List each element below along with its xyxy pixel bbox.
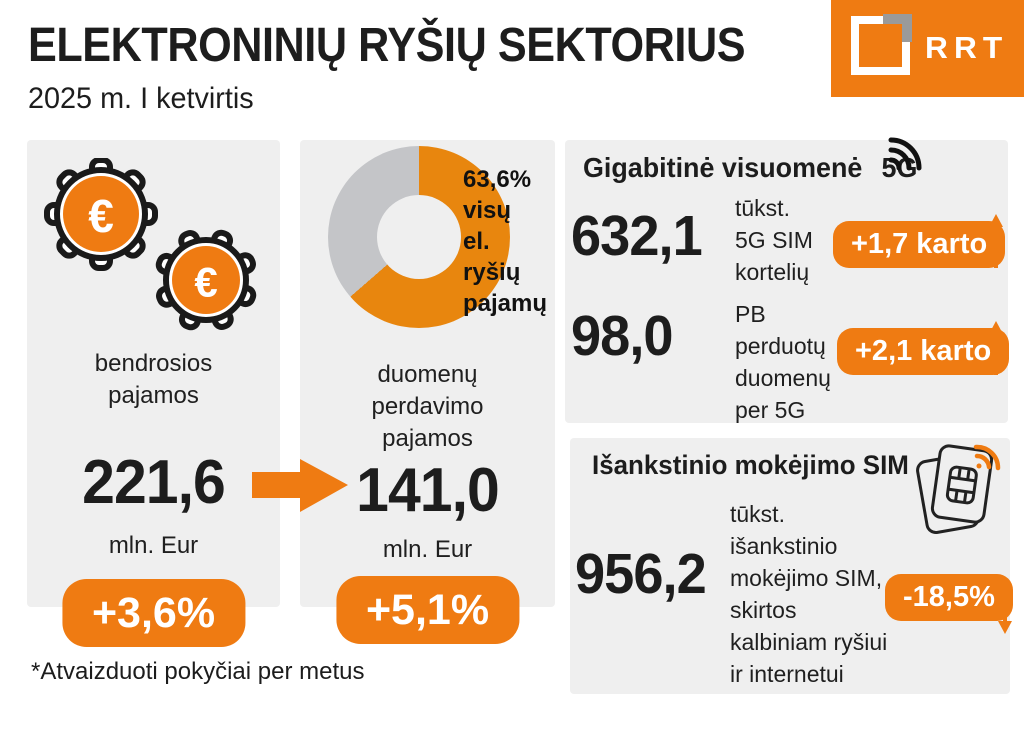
rrt-logo: RRT	[831, 0, 1024, 97]
sim-wifi-icon	[973, 444, 1001, 471]
donut-share-line: pajamų	[463, 290, 548, 317]
prepaid-sim-value: 956,2	[575, 542, 707, 606]
5g-data-value: 98,0	[571, 304, 674, 368]
donut-share-line: visų	[463, 197, 512, 224]
logo-orange-square	[859, 24, 902, 67]
gigabit-society-panel: Gigabitinė visuomenė 5G 632,1 tūkst. 5G S…	[565, 137, 1010, 426]
euro-symbol: €	[194, 259, 217, 306]
revenue-share-donut-chart	[328, 146, 510, 328]
5g-data-change-badge: +2,1 karto	[837, 328, 1010, 375]
euro-symbol: €	[88, 190, 114, 242]
donut-share-line: el.	[463, 228, 490, 255]
gear-small-icon: €	[155, 229, 257, 331]
data-revenue-value: 141,0	[356, 456, 500, 525]
desc-line: perduotų	[735, 333, 826, 359]
desc-line: tūkst.	[730, 501, 785, 527]
caption-line: duomenų	[377, 361, 478, 388]
prepaid-panel-title: Išankstinio mokėjimo SIM	[592, 450, 909, 480]
footnote: *Atvaizduoti pokyčiai per metus	[31, 658, 365, 685]
caption-line: pajamos	[108, 382, 199, 409]
donut-share-line: ryšių	[463, 259, 521, 286]
gross-revenue-unit: mln. Eur	[108, 532, 199, 559]
gross-revenue-caption: bendrosios pajamos	[27, 348, 280, 412]
donut-hole	[377, 195, 461, 279]
desc-line: kortelių	[735, 259, 810, 285]
donut-share-label: 63,6% visų el. ryšių pajamų	[463, 164, 547, 319]
gear-large-icon: €	[44, 158, 158, 271]
desc-line: PB	[735, 301, 766, 327]
rrt-logo-mark-icon	[851, 14, 912, 75]
5g-signal-icon	[888, 137, 922, 171]
desc-line: mokėjimo SIM,	[730, 565, 883, 591]
page-subtitle: 2025 m. I ketvirtis	[28, 82, 254, 115]
caption-line: pajamos	[382, 425, 473, 452]
gigabit-panel-title: Gigabitinė visuomenė 5G	[583, 152, 917, 184]
data-revenue-caption: duomenų perdavimo pajamos	[300, 359, 555, 455]
desc-line: per 5G	[735, 397, 806, 423]
5g-data-desc: PB perduotų duomenų per 5G	[735, 298, 831, 426]
desc-line: skirtos	[730, 597, 797, 623]
data-revenue-unit: mln. Eur	[382, 536, 473, 563]
desc-line: išankstinio	[730, 533, 838, 559]
trend-up-arrow-icon	[989, 321, 1003, 375]
desc-line: duomenų	[735, 365, 831, 391]
prepaid-sim-panel: Išankstinio mokėjimo SIM 956,2	[570, 438, 1013, 694]
desc-line: kalbiniam ryšiui	[730, 629, 888, 655]
5g-sim-change-badge: +1,7 karto	[833, 221, 1006, 268]
prepaid-sim-change-badge: -18,5%	[885, 574, 1013, 621]
flow-arrow-icon	[252, 459, 348, 512]
data-revenue-change-badge: +5,1%	[335, 576, 520, 644]
prepaid-sim-desc: tūkst. išankstinio mokėjimo SIM, skirtos…	[730, 498, 887, 690]
gears-euro-icon: € €	[44, 158, 257, 331]
caption-line: bendrosios	[94, 350, 213, 377]
5g-sim-desc: tūkst. 5G SIM kortelių	[735, 192, 813, 288]
caption-line: perdavimo	[371, 393, 484, 420]
gigabit-title-text: Gigabitinė visuomenė	[583, 152, 863, 183]
sim-card-icon	[916, 444, 1001, 535]
page-title: ELEKTRONINIŲ RYŠIŲ SEKTORIUS	[28, 19, 746, 72]
gross-revenue-value: 221,6	[82, 448, 226, 517]
desc-line: ir internetui	[730, 661, 844, 687]
donut-share-line: 63,6%	[463, 166, 532, 193]
trend-up-arrow-icon	[989, 214, 1003, 268]
desc-line: 5G SIM	[735, 227, 813, 253]
data-revenue-panel: 63,6% visų el. ryšių pajamų duomenų perd…	[300, 140, 555, 644]
desc-line: tūkst.	[735, 195, 790, 221]
5g-sim-value: 632,1	[571, 204, 703, 268]
gross-revenue-panel: € € bendrosios pajamos	[27, 140, 280, 647]
gross-revenue-change-badge: +3,6%	[61, 579, 246, 647]
rrt-logo-text: RRT	[925, 30, 1009, 65]
